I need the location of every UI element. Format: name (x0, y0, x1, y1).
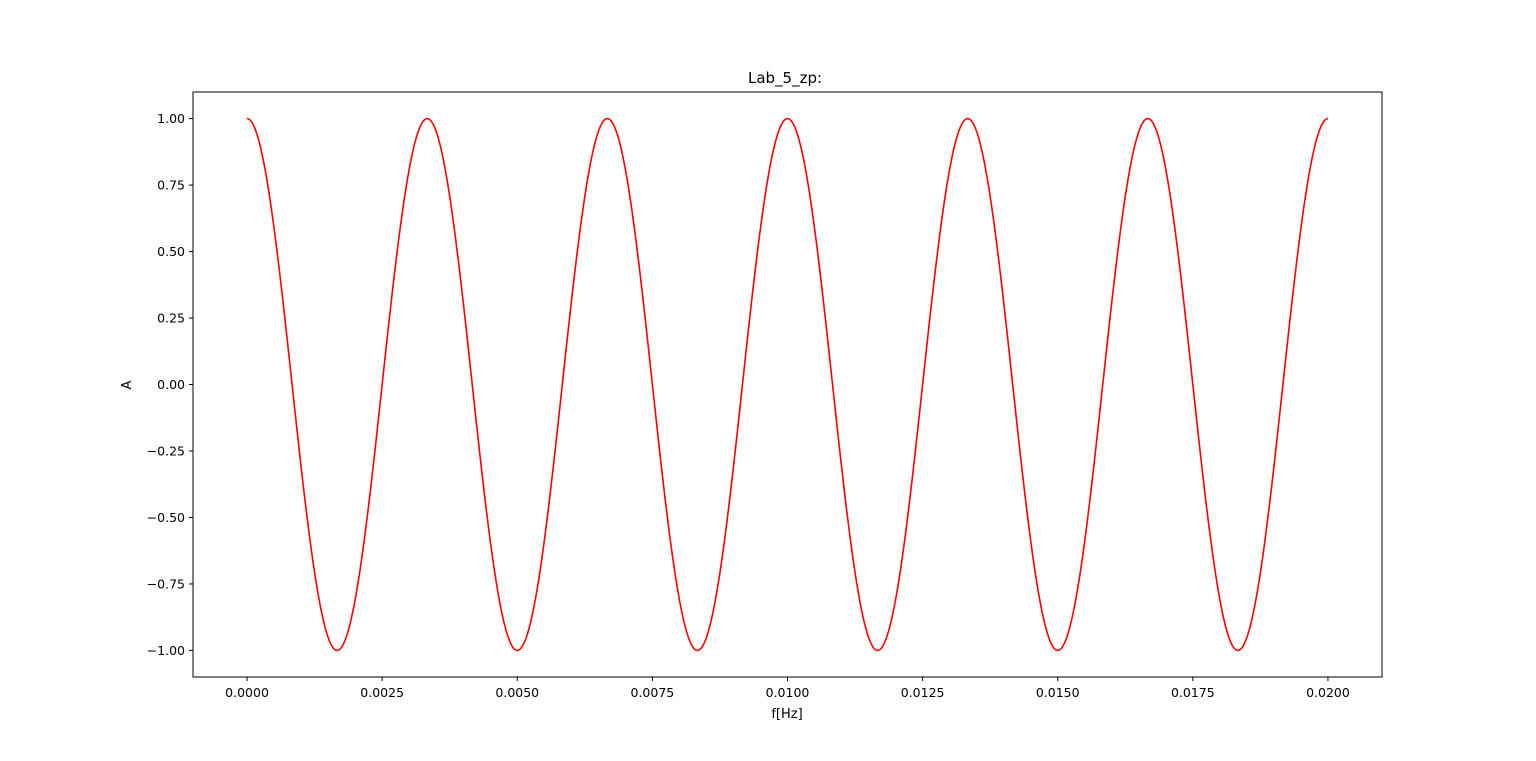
x-tick-label: 0.0075 (631, 685, 675, 700)
x-tick-label: 0.0175 (1171, 685, 1215, 700)
y-tick-label: 0.50 (157, 244, 185, 259)
x-tick-label: 0.0200 (1306, 685, 1350, 700)
x-axis: 0.0000 0.0025 0.0050 0.0075 0.0100 0.0125 0.01… (225, 677, 1350, 700)
x-tick-label: 0.0000 (225, 685, 269, 700)
y-tick-label: 0.25 (157, 311, 185, 326)
plot-area (192, 91, 1383, 678)
x-tick-label: 0.0150 (1036, 685, 1080, 700)
x-tick-label: 0.0050 (495, 685, 539, 700)
y-tick-label: 0.00 (157, 377, 185, 392)
x-tick-label: 0.0125 (901, 685, 945, 700)
y-tick-label: −0.75 (147, 576, 185, 591)
series-line (246, 117, 1329, 652)
y-tick-label: −1.00 (147, 643, 185, 658)
chart-title: Lab_5_zp: (748, 69, 822, 88)
x-tick-label: 0.0025 (360, 685, 404, 700)
y-tick-label: 0.75 (157, 178, 185, 193)
x-tick-label: 0.0100 (766, 685, 810, 700)
y-tick-label: −0.25 (147, 443, 185, 458)
y-tick-label: 1.00 (157, 111, 185, 126)
y-axis: 1.00 0.75 0.50 0.25 0.00 −0.25 −0.50 −0.75 −1.00 (147, 111, 193, 658)
y-axis-label: A (120, 380, 135, 389)
y-tick-label: −0.50 (147, 510, 185, 525)
x-axis-label: f[Hz] (771, 707, 802, 722)
